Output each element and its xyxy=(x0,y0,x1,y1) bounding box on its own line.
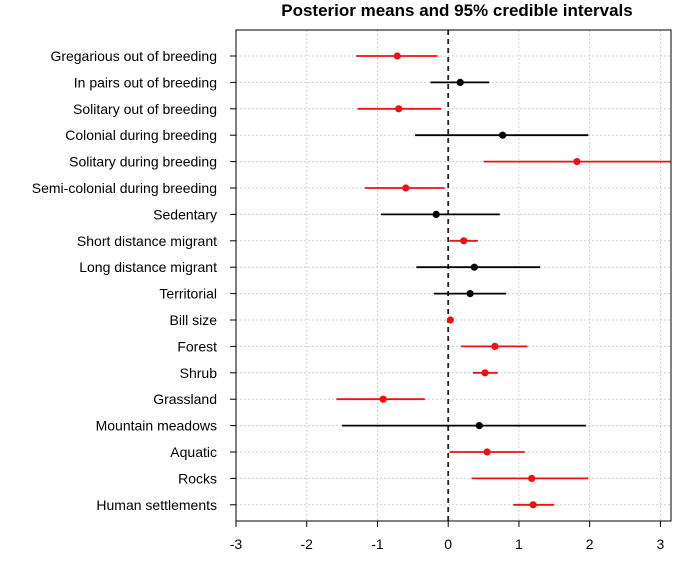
x-tick-label: 3 xyxy=(656,536,664,552)
grid-lines xyxy=(235,30,671,521)
posterior-mean-point xyxy=(379,395,387,403)
category-label: Forest xyxy=(177,338,217,354)
category-label: Solitary during breeding xyxy=(69,154,217,170)
category-label: Rocks xyxy=(178,470,217,486)
posterior-mean-point xyxy=(475,422,483,430)
category-label: Short distance migrant xyxy=(77,233,217,249)
posterior-mean-point xyxy=(460,237,468,245)
category-label: Grassland xyxy=(153,391,217,407)
posterior-mean-point xyxy=(395,105,403,113)
category-label: Sedentary xyxy=(153,206,217,222)
posterior-mean-point xyxy=(528,474,536,482)
category-label: Long distance migrant xyxy=(79,259,217,275)
x-tick-label: -2 xyxy=(301,536,314,552)
interval-series xyxy=(336,52,671,509)
category-label: In pairs out of breeding xyxy=(74,74,217,90)
posterior-mean-point xyxy=(446,316,454,324)
chart-title: Posterior means and 95% credible interva… xyxy=(281,1,632,20)
x-tick-label: 0 xyxy=(444,536,452,552)
posterior-mean-point xyxy=(466,290,474,298)
posterior-mean-point xyxy=(573,158,581,166)
posterior-mean-point xyxy=(529,501,537,509)
posterior-mean-point xyxy=(402,184,410,192)
category-label: Territorial xyxy=(159,286,217,302)
posterior-mean-point xyxy=(470,263,478,271)
plot-frame xyxy=(235,29,672,522)
category-label: Solitary out of breeding xyxy=(73,101,217,117)
x-tick-label: 1 xyxy=(515,536,523,552)
posterior-mean-point xyxy=(491,342,499,350)
category-label: Bill size xyxy=(170,312,218,328)
category-labels: Gregarious out of breeding In pairs out o… xyxy=(32,48,217,513)
posterior-mean-point xyxy=(393,52,401,60)
x-tick-label: 2 xyxy=(586,536,594,552)
posterior-mean-point xyxy=(432,210,440,218)
category-label: Human settlements xyxy=(96,497,217,513)
category-label: Mountain meadows xyxy=(96,418,217,434)
posterior-mean-point xyxy=(499,131,507,139)
category-label: Colonial during breeding xyxy=(65,127,217,143)
category-label: Shrub xyxy=(180,365,218,381)
x-tick-label: -3 xyxy=(230,536,243,552)
posterior-mean-point xyxy=(456,78,464,86)
category-label: Aquatic xyxy=(170,444,217,460)
category-label: Semi-colonial during breeding xyxy=(32,180,217,196)
posterior-mean-point xyxy=(483,448,491,456)
x-tick-label: -1 xyxy=(371,536,384,552)
x-axis: -3 -2 -1 0 1 2 3 xyxy=(230,55,664,552)
category-label: Gregarious out of breeding xyxy=(50,48,217,64)
posterior-mean-point xyxy=(481,369,489,377)
